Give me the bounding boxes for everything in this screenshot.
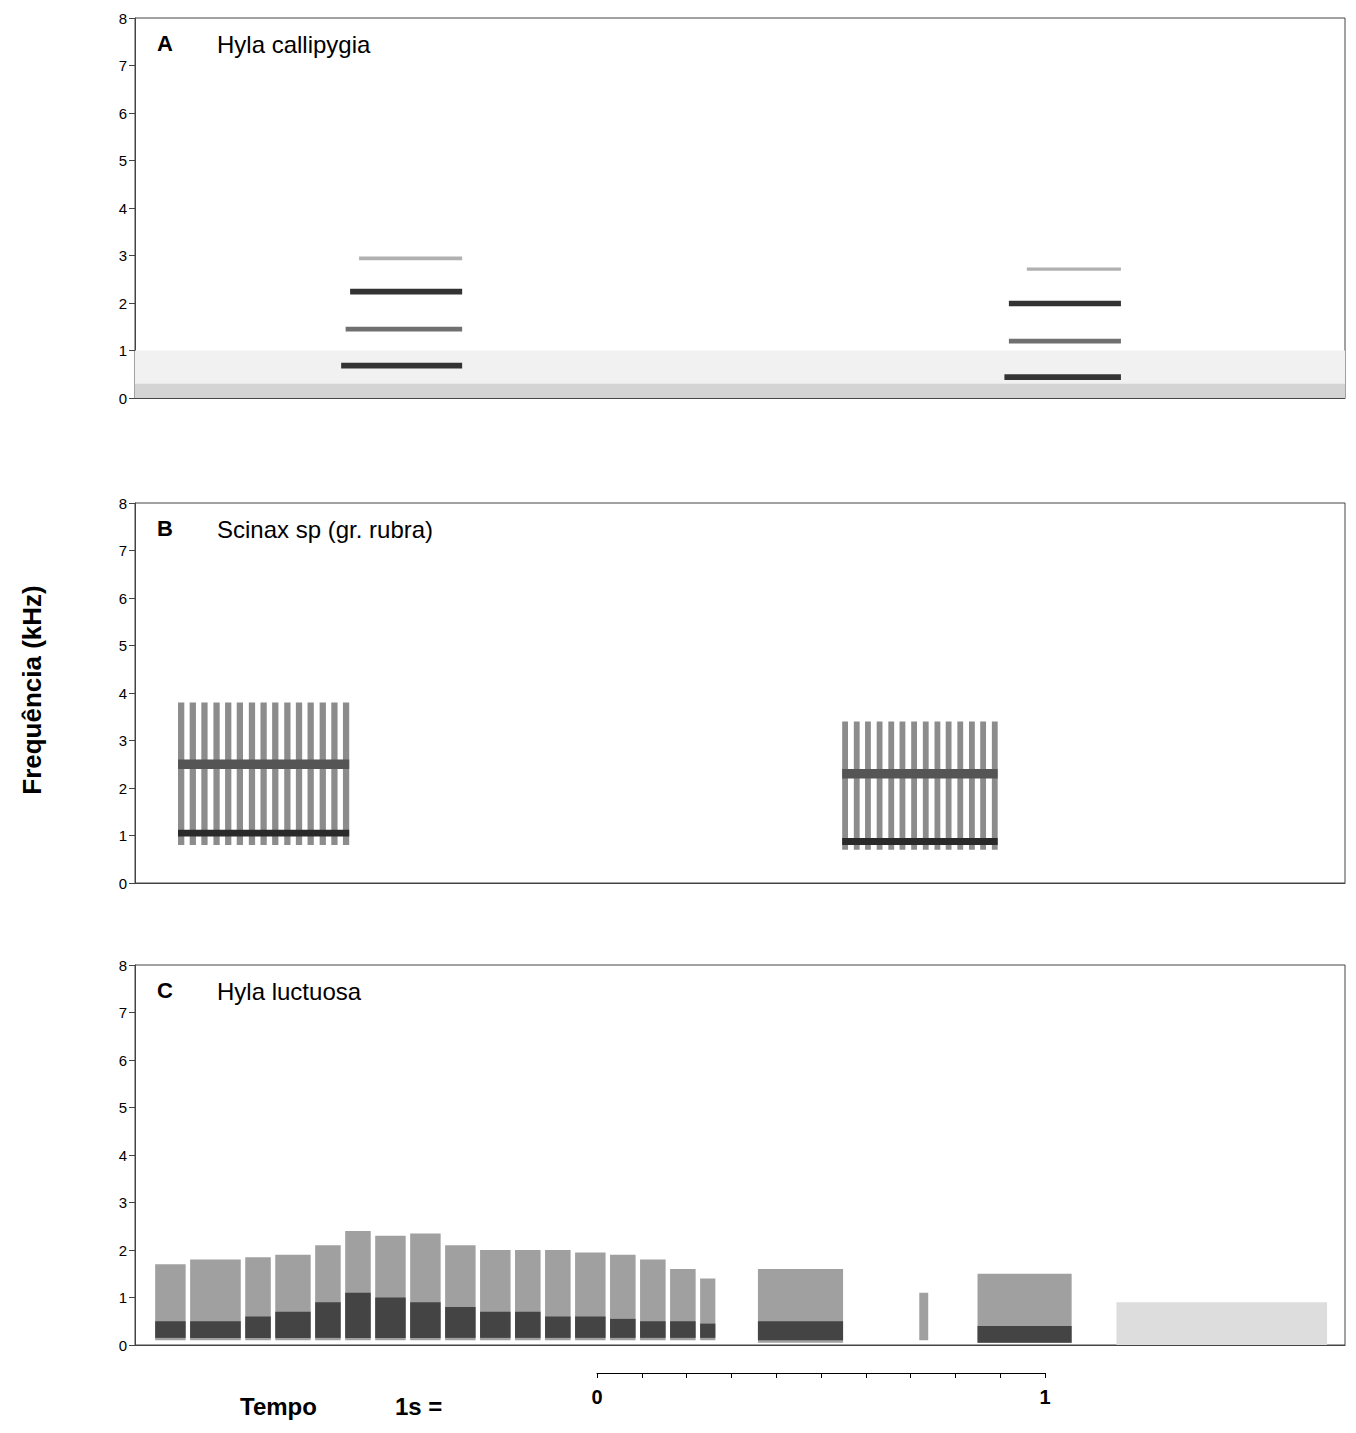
- svg-text:4: 4: [119, 685, 127, 702]
- svg-text:Tempo: Tempo: [240, 1393, 317, 1420]
- svg-text:3: 3: [119, 1194, 127, 1211]
- svg-text:1: 1: [119, 342, 127, 359]
- svg-text:8: 8: [119, 495, 127, 512]
- svg-text:Hyla callipygia: Hyla callipygia: [217, 31, 371, 58]
- svg-text:6: 6: [119, 105, 127, 122]
- svg-text:4: 4: [119, 200, 127, 217]
- svg-text:Frequência (kHz): Frequência (kHz): [17, 585, 47, 795]
- svg-text:0: 0: [119, 1337, 127, 1354]
- svg-text:B: B: [157, 516, 173, 541]
- svg-text:3: 3: [119, 247, 127, 264]
- svg-text:7: 7: [119, 1004, 127, 1021]
- svg-text:5: 5: [119, 152, 127, 169]
- svg-text:0: 0: [119, 390, 127, 407]
- svg-text:6: 6: [119, 1052, 127, 1069]
- svg-text:7: 7: [119, 542, 127, 559]
- svg-text:3: 3: [119, 732, 127, 749]
- svg-text:5: 5: [119, 1099, 127, 1116]
- svg-text:A: A: [157, 31, 173, 56]
- svg-text:C: C: [157, 978, 173, 1003]
- svg-text:8: 8: [119, 10, 127, 27]
- svg-text:1: 1: [1040, 1386, 1051, 1408]
- svg-text:4: 4: [119, 1147, 127, 1164]
- svg-text:2: 2: [119, 295, 127, 312]
- svg-text:8: 8: [119, 957, 127, 974]
- svg-text:Hyla luctuosa: Hyla luctuosa: [217, 978, 362, 1005]
- svg-text:2: 2: [119, 1242, 127, 1259]
- svg-text:6: 6: [119, 590, 127, 607]
- svg-text:2: 2: [119, 780, 127, 797]
- svg-text:0: 0: [591, 1386, 602, 1408]
- svg-text:5: 5: [119, 637, 127, 654]
- svg-text:Scinax sp (gr. rubra): Scinax sp (gr. rubra): [217, 516, 433, 543]
- svg-text:0: 0: [119, 875, 127, 892]
- svg-text:1s =: 1s =: [395, 1393, 442, 1420]
- svg-text:7: 7: [119, 57, 127, 74]
- svg-text:1: 1: [119, 827, 127, 844]
- svg-text:1: 1: [119, 1289, 127, 1306]
